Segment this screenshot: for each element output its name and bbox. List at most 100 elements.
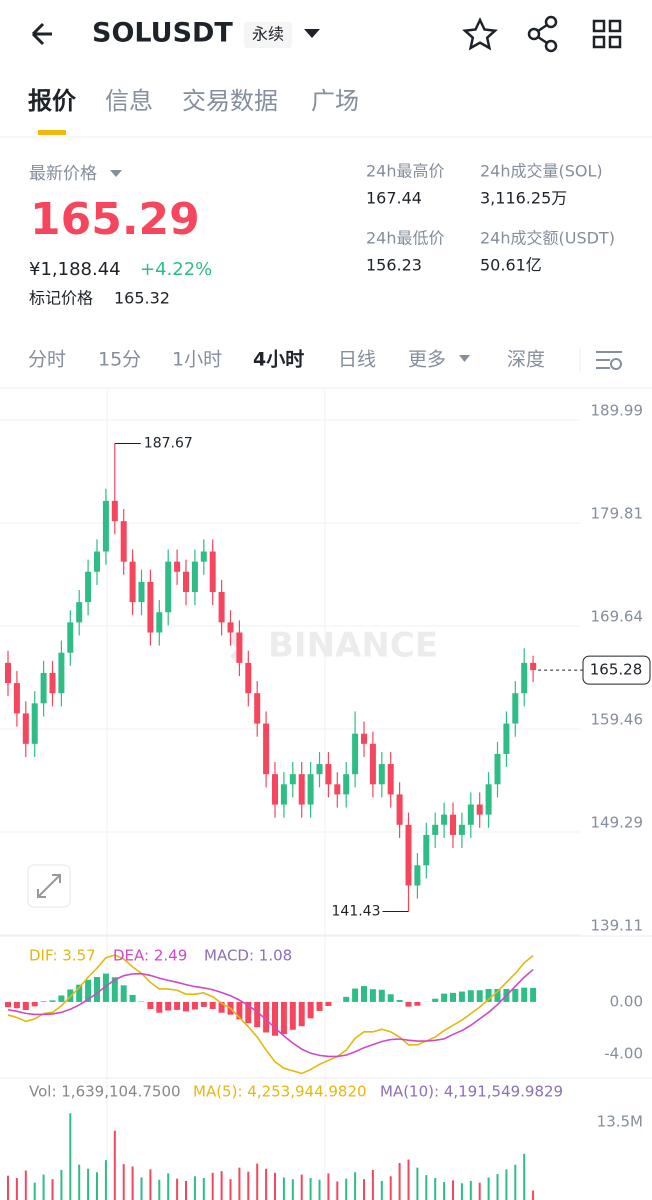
volume-bar	[274, 1172, 276, 1200]
candle-body	[494, 753, 501, 785]
candle-body	[191, 561, 198, 592]
tab[interactable]: 广场	[311, 87, 359, 115]
candle-body	[94, 551, 100, 572]
macd-bar	[120, 985, 127, 1002]
menu-icon[interactable]	[592, 19, 622, 49]
last-price-box	[582, 655, 651, 685]
tab[interactable]: 交易数据	[182, 87, 278, 115]
volume-bar	[309, 1178, 312, 1200]
macd-bar	[174, 1001, 181, 1010]
volume-bar	[487, 1177, 490, 1200]
badge-bg	[244, 22, 292, 48]
interval[interactable]: 更多	[408, 349, 446, 371]
badge: 永续	[252, 25, 284, 44]
candle-body	[138, 581, 145, 603]
volume-bar	[354, 1172, 357, 1200]
last-label: 最新价格	[29, 164, 97, 184]
macd-bar	[494, 988, 501, 1002]
macd-bar	[40, 1001, 47, 1002]
interval[interactable]: 1小时	[172, 349, 222, 371]
interval[interactable]: 15分	[98, 349, 141, 371]
volume-bar	[176, 1178, 179, 1200]
stat-value: 3,116.25万	[480, 189, 567, 208]
volume-bar	[229, 1179, 232, 1200]
volume-bar	[318, 1179, 321, 1200]
tab-underline	[38, 130, 66, 135]
interval[interactable]: 深度	[507, 349, 545, 371]
macd-bar	[13, 1001, 20, 1009]
volume-bar	[7, 1175, 9, 1200]
macd-bar	[111, 977, 118, 1002]
volume-bar	[532, 1190, 535, 1200]
stat-value: 156.23	[366, 256, 422, 275]
macd-bar	[432, 998, 439, 1002]
y-tick-label: 169.64	[591, 608, 644, 626]
candle-body	[334, 784, 341, 795]
candle-body	[289, 774, 296, 785]
macd-bar	[361, 986, 367, 1002]
back-button[interactable]	[31, 22, 52, 46]
volume-bar	[256, 1163, 259, 1200]
macd-bar	[530, 987, 537, 1002]
macd-bar	[49, 1000, 56, 1002]
candle-body	[298, 774, 305, 805]
candle-body	[521, 662, 528, 694]
candle-body	[414, 865, 421, 886]
settings-icon[interactable]	[596, 351, 622, 370]
macd-bar	[5, 1001, 11, 1008]
volume-bar	[149, 1169, 152, 1200]
candle-body	[165, 561, 172, 613]
interval[interactable]: 4小时	[253, 349, 304, 371]
volume-bar	[371, 1169, 374, 1200]
volume-bar	[389, 1176, 392, 1200]
y-tick-label: 0.00	[610, 992, 643, 1010]
volume-bar	[96, 1172, 98, 1200]
dif-line	[7, 954, 534, 1075]
plot: 189.99 179.81 169.64 159.46 149.29 139.11 187.…	[0, 402, 651, 1200]
macd-bar	[22, 1001, 29, 1011]
candle-body	[512, 693, 519, 724]
interval[interactable]: 分时	[28, 349, 66, 371]
candle-body	[263, 723, 270, 775]
volume-bar	[122, 1164, 125, 1200]
volume-bar	[140, 1177, 143, 1200]
annotation: 141.43	[332, 904, 381, 920]
macd-bar	[369, 989, 376, 1002]
tab[interactable]: 报价	[28, 87, 77, 115]
dea-line	[7, 968, 534, 1058]
macd-bar	[476, 990, 483, 1002]
macd-bar	[316, 1001, 323, 1011]
candle-body	[432, 824, 439, 835]
candle-body	[218, 591, 225, 623]
volume-bar	[78, 1164, 81, 1200]
share-icon[interactable]	[527, 15, 558, 53]
volume-bar	[131, 1166, 134, 1200]
volume-bar	[42, 1174, 45, 1200]
candle-body	[361, 733, 367, 744]
volume-bar	[416, 1167, 419, 1200]
volume-bar	[69, 1113, 72, 1200]
tab[interactable]: 信息	[105, 87, 153, 115]
volume-bar	[282, 1177, 285, 1200]
legend-entry: MACD: 1.08	[204, 947, 292, 965]
macd-bar	[298, 1001, 305, 1027]
candle-body	[129, 561, 136, 603]
symbol-dropdown[interactable]	[304, 29, 320, 38]
macd-bar	[272, 1001, 278, 1036]
stat-label: 24h成交量(SOL)	[480, 162, 603, 181]
macd-bar	[156, 1001, 163, 1013]
stat-value: 50.61亿	[480, 256, 542, 275]
candle-body	[530, 662, 537, 671]
candle-body	[423, 834, 430, 866]
candle-body	[369, 743, 376, 785]
volume-bar	[452, 1180, 454, 1200]
stat-label: 24h最高价	[366, 162, 445, 181]
legend-entry: MA(5): 4,253,944.9820	[193, 1083, 367, 1101]
interval[interactable]: 日线	[338, 349, 376, 371]
macd-bar	[85, 979, 92, 1002]
stat-label: 24h最低价	[366, 229, 445, 248]
candle-body	[396, 794, 403, 825]
favorite-icon[interactable]	[462, 17, 498, 51]
volume-bar	[193, 1176, 196, 1200]
candle-body	[200, 551, 207, 562]
